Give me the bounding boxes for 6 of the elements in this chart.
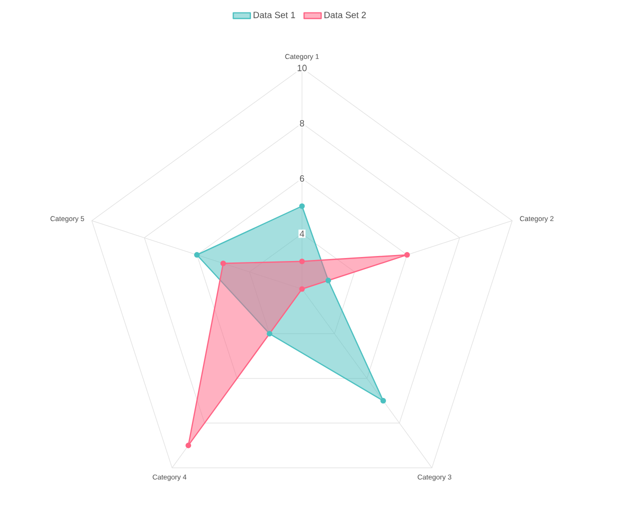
legend-label: Data Set 1 [254, 12, 296, 18]
legend-label: Data Set 2 [324, 12, 366, 18]
y-tick-label: 8 [300, 120, 304, 126]
y-tick-label: 4 [300, 230, 304, 237]
y-tick-label: 6 [300, 175, 304, 182]
y-tick-label: 10 [298, 64, 307, 72]
